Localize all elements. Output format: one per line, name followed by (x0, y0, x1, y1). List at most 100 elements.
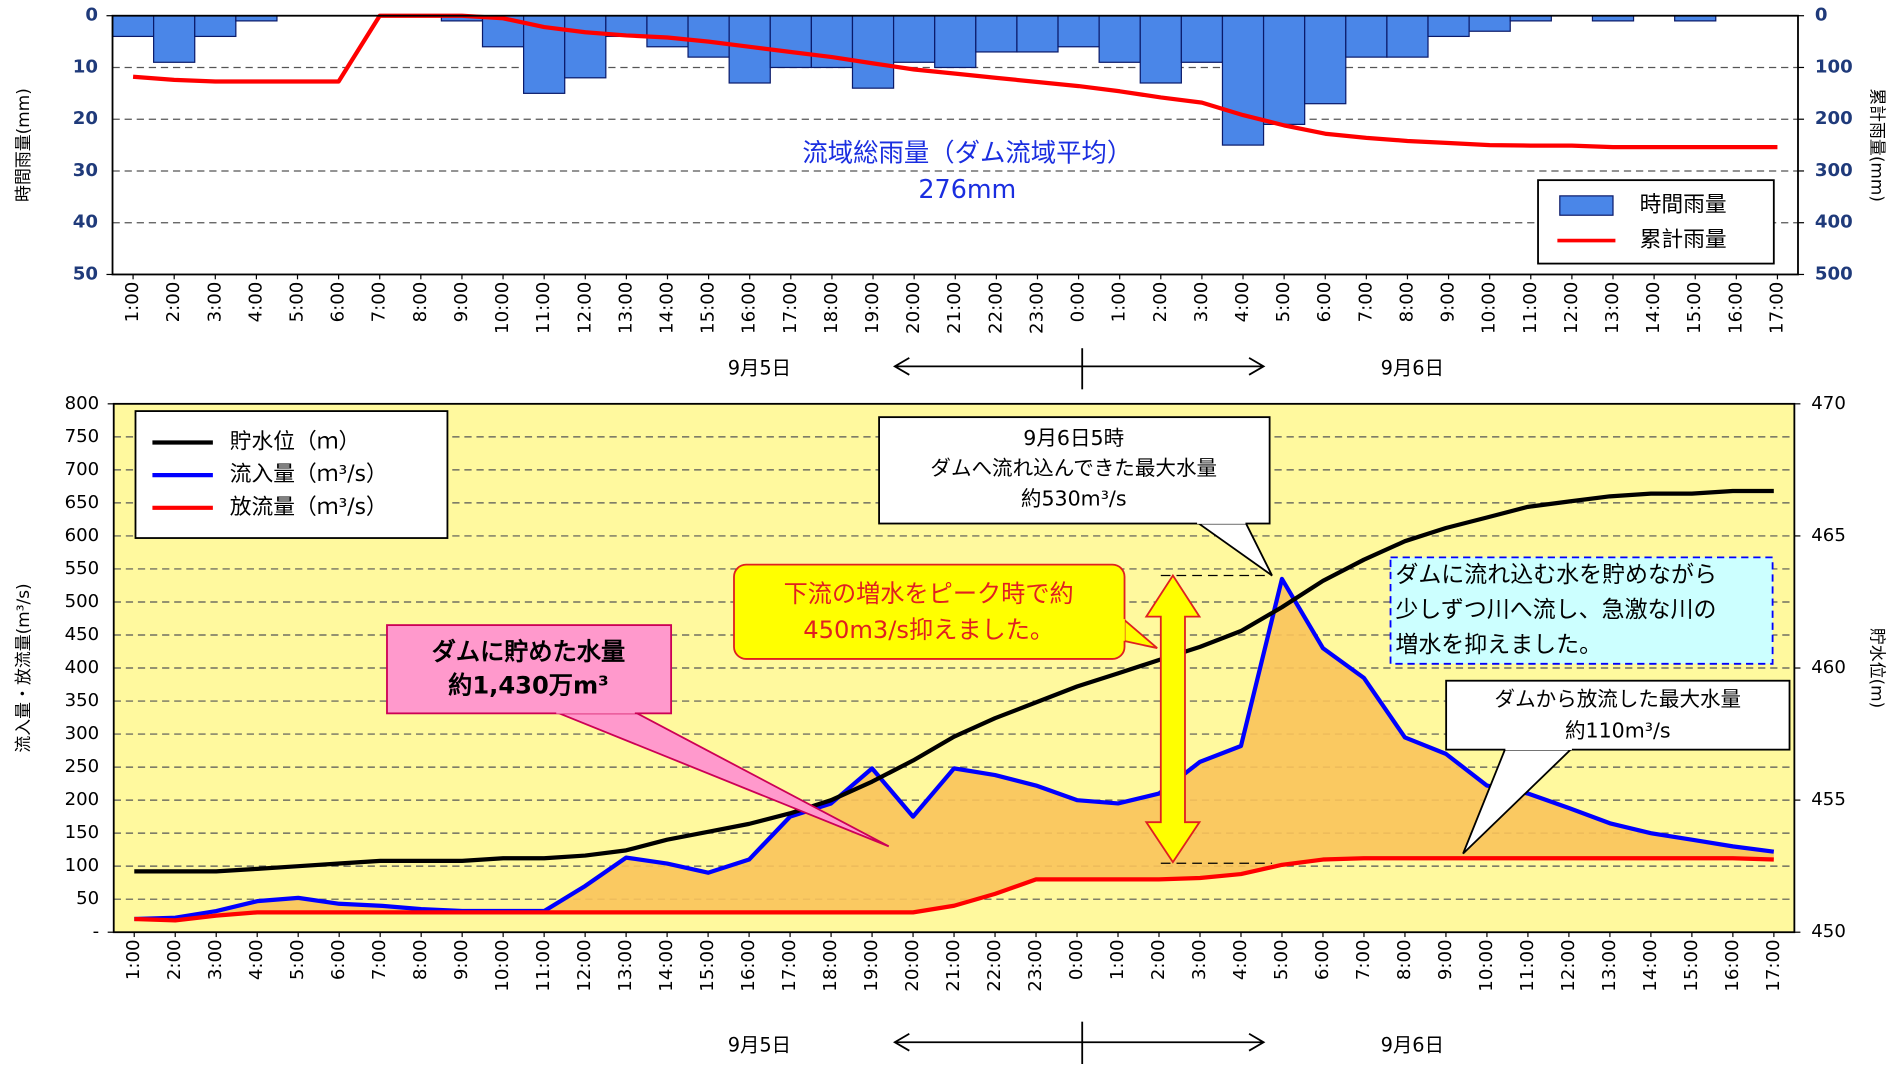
y-tick-label: 800 (65, 393, 100, 414)
x-tick-label: 3:00 (1189, 939, 1210, 980)
bar (687, 15, 730, 58)
x-tick-label: 8:00 (1396, 282, 1417, 323)
x-tick-label: 10:00 (1479, 282, 1500, 334)
x-tick-label: 15:00 (1684, 282, 1705, 334)
y2-tick-label: 200 (1815, 108, 1853, 129)
x-tick-label: 2:00 (163, 282, 184, 323)
x-tick-label: 1:00 (1107, 939, 1128, 980)
x-tick-label: 20:00 (903, 282, 924, 334)
x-tick-label: 2:00 (1148, 939, 1169, 980)
y-tick-label: 40 (73, 212, 98, 233)
x-tick-label: 7:00 (369, 939, 390, 980)
y-tick-label: 30 (73, 160, 98, 181)
x-tick-label: 1:00 (122, 282, 143, 323)
x-tick-label: 4:00 (246, 939, 267, 980)
x-tick-label: 9:00 (451, 939, 472, 980)
x-tick-label: 10:00 (492, 282, 513, 334)
x-tick-label: 0:00 (1066, 939, 1087, 980)
x-tick-label: 6:00 (1312, 939, 1333, 980)
x-tick-label: 15:00 (1681, 939, 1702, 991)
x-tick-label: 12:00 (574, 282, 595, 334)
legend-label: 貯水位（ｍ） (230, 430, 361, 455)
callout-box (878, 416, 1271, 525)
x-tick-label: 22:00 (984, 939, 1005, 991)
x-tick-label: 14:00 (656, 282, 677, 334)
y2-tick-label: 450 (1811, 921, 1846, 942)
x-tick-label: 4:00 (1232, 282, 1253, 323)
x-tick-label: 18:00 (821, 282, 842, 334)
x-tick-label: 21:00 (944, 282, 965, 334)
bar (1427, 15, 1470, 38)
x-tick-label: 15:00 (697, 939, 718, 991)
date-label: 9月5日 (728, 356, 791, 379)
x-tick-label: 16:00 (739, 282, 760, 334)
storage-area (134, 578, 1774, 921)
x-tick-label: 20:00 (902, 939, 923, 991)
bar (1139, 15, 1182, 84)
bar (1304, 15, 1347, 105)
x-tick-label: 2:00 (1150, 282, 1171, 323)
x-tick-label: 16:00 (1725, 282, 1746, 334)
x-tick-label: 12:00 (1558, 939, 1579, 991)
x-tick-label: 7:00 (1355, 282, 1376, 323)
x-tick-label: 17:00 (1766, 282, 1787, 334)
y-tick-label: 500 (65, 591, 100, 612)
x-tick-label: 10:00 (492, 939, 513, 991)
y-tick-label: 50 (76, 888, 99, 909)
legend-label: 放流量（ｍ³/s） (230, 495, 388, 520)
annotation: ダムに流れ込む水を貯めながら (1395, 562, 1717, 588)
x-tick-label: 19:00 (861, 939, 882, 991)
x-tick-label: 11:00 (533, 282, 554, 334)
x-tick-label: 3:00 (1191, 282, 1212, 323)
y-tick-label: - (93, 921, 100, 942)
date-label: 9月6日 (1381, 1033, 1444, 1056)
legend-label: 時間雨量 (1640, 193, 1727, 218)
legend-label: 累計雨量 (1640, 228, 1727, 253)
bar (1345, 15, 1388, 58)
bar (892, 15, 936, 63)
x-tick-label: 12:00 (574, 939, 595, 991)
x-tick-label: 18:00 (820, 939, 841, 991)
y-tick-label: 550 (65, 558, 100, 579)
plot-frame (112, 402, 1796, 934)
bar (111, 15, 155, 38)
x-tick-label: 6:00 (328, 939, 349, 980)
x-tick-label: 3:00 (205, 939, 226, 980)
x-tick-label: 4:00 (245, 282, 266, 323)
bar (769, 15, 812, 69)
x-tick-label: 4:00 (1230, 939, 1251, 980)
x-tick-label: 14:00 (1643, 282, 1664, 334)
y2-axis-title: 累計雨量(mm) (1868, 88, 1888, 202)
callout-box (1445, 679, 1791, 751)
x-tick-label: 9:00 (1435, 939, 1456, 980)
x-tick-label: 9:00 (1438, 282, 1459, 323)
x-tick-label: 17:00 (1763, 939, 1784, 991)
x-tick-label: 5:00 (1273, 282, 1294, 323)
plot-frame (111, 14, 1799, 276)
bar (1221, 15, 1265, 146)
y2-tick-label: 455 (1811, 789, 1846, 810)
bar (934, 15, 977, 69)
y-tick-label: 0 (85, 5, 98, 26)
x-tick-label: 19:00 (862, 282, 883, 334)
x-tick-label: 11:00 (1517, 939, 1538, 991)
series-line (134, 856, 1774, 923)
y-tick-label: 50 (73, 263, 98, 284)
y2-tick-label: 400 (1815, 212, 1853, 233)
x-tick-label: 11:00 (533, 939, 554, 991)
y2-tick-label: 465 (1811, 525, 1846, 546)
annotation: 9月6日5時 (1023, 426, 1124, 450)
annotation: 約1,430万m³ (448, 672, 609, 700)
y-tick-label: 350 (65, 690, 100, 711)
x-tick-label: 1:00 (123, 939, 144, 980)
x-tick-label: 5:00 (1271, 939, 1292, 980)
bar (564, 15, 607, 79)
annotation: 約530m³/s (1021, 486, 1127, 510)
annotation: 276mm (918, 174, 1016, 204)
x-tick-label: 22:00 (985, 282, 1006, 334)
x-tick-label: 15:00 (698, 282, 719, 334)
callout-box (733, 563, 1126, 660)
date-label: 9月5日 (728, 1033, 791, 1056)
x-tick-label: 7:00 (1353, 939, 1374, 980)
